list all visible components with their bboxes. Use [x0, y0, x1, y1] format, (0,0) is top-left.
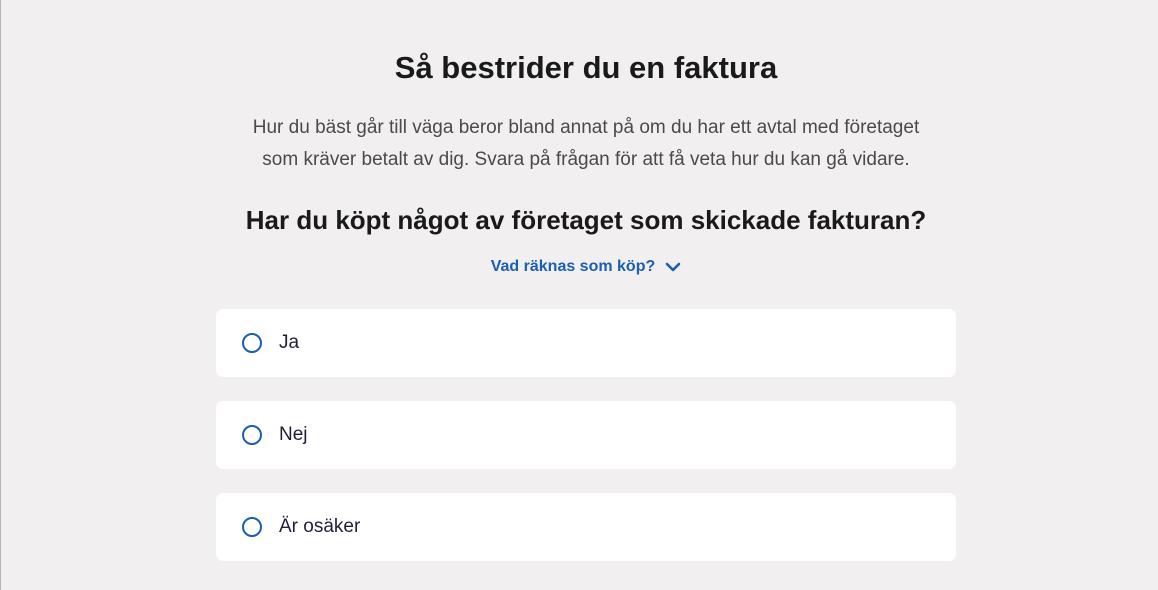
chevron-down-icon — [665, 262, 681, 272]
question-heading: Har du köpt något av företaget som skick… — [245, 205, 927, 235]
option-label: Nej — [279, 424, 308, 445]
toggle-label: Vad räknas som köp? — [490, 258, 656, 275]
radio-button[interactable] — [242, 517, 262, 537]
radio-button[interactable] — [242, 425, 262, 445]
page-title: Så bestrider du en faktura — [394, 50, 778, 85]
option-label: Är osäker — [279, 516, 361, 537]
intro-line-2: som kräver betalt av dig. Svara på fråga… — [262, 149, 910, 170]
option-nej[interactable]: Nej — [216, 401, 956, 469]
option-label: Ja — [279, 332, 300, 353]
what-counts-as-purchase-toggle[interactable]: Vad räknas som köp? — [1, 258, 1158, 276]
intro-line-1: Hur du bäst går till väga beror bland an… — [252, 117, 920, 138]
option-ar-osaker[interactable]: Är osäker — [216, 493, 956, 561]
intro-text: Hur du bäst går till väga beror bland an… — [1, 112, 1158, 176]
radio-button[interactable] — [242, 333, 262, 353]
option-ja[interactable]: Ja — [216, 309, 956, 377]
